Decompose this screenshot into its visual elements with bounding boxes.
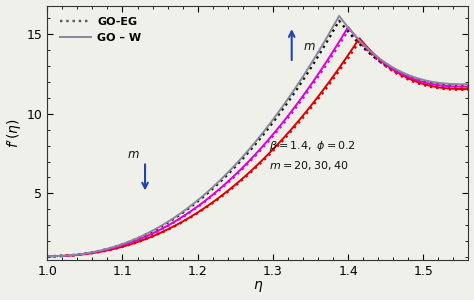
Legend: GO-EG, GO – W: GO-EG, GO – W [57, 14, 145, 46]
Text: $m = 20, 30, 40$: $m = 20, 30, 40$ [269, 160, 349, 172]
Text: $m$: $m$ [128, 148, 140, 161]
Text: $m$: $m$ [303, 40, 316, 53]
X-axis label: $\eta$: $\eta$ [253, 279, 263, 294]
Text: $\beta = 1.4,\ \phi = 0.2$: $\beta = 1.4,\ \phi = 0.2$ [269, 139, 356, 153]
Y-axis label: $f'(\eta)$: $f'(\eta)$ [6, 118, 24, 148]
